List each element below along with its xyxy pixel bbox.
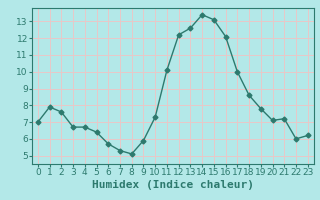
X-axis label: Humidex (Indice chaleur): Humidex (Indice chaleur): [92, 180, 254, 190]
